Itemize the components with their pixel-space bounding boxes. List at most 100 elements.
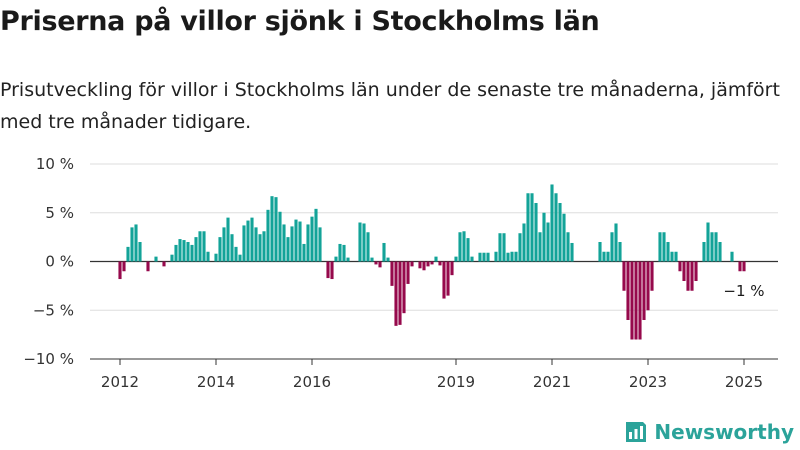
bar-2020-09 (534, 203, 538, 262)
bar-2020-05 (518, 233, 522, 262)
x-tick-label: 2016 (293, 373, 331, 391)
bar-2023-05 (662, 232, 666, 262)
y-tick-label: 5 % (45, 204, 74, 222)
bar-2019-12 (498, 233, 502, 262)
bar-2023-09 (678, 261, 682, 272)
bar-2019-07 (478, 252, 482, 262)
bar-2017-12 (402, 261, 406, 314)
bar-2017-01 (358, 222, 362, 262)
bar-2012-04 (130, 227, 134, 262)
bar-2024-03 (702, 242, 706, 262)
bar-2018-08 (434, 256, 438, 262)
bar-2018-10 (442, 261, 446, 299)
y-tick-label: 10 % (36, 155, 74, 173)
bar-2015-03 (270, 196, 274, 262)
bar-2023-06 (666, 242, 670, 262)
bar-2022-08 (626, 261, 630, 320)
bar-2014-11 (254, 227, 258, 262)
bar-2014-10 (250, 217, 254, 262)
bar-2017-10 (394, 261, 398, 326)
bar-2013-07 (190, 244, 194, 262)
bar-2022-05 (614, 223, 618, 262)
bar-2022-07 (622, 261, 626, 291)
bar-2020-11 (542, 212, 546, 262)
bar-2012-03 (126, 246, 130, 262)
bar-2022-12 (642, 261, 646, 320)
bar-2014-07 (238, 254, 242, 262)
bar-2013-09 (198, 231, 202, 262)
bar-2023-11 (686, 261, 690, 291)
bar-2014-12 (258, 234, 262, 262)
bar-2021-03 (558, 203, 562, 262)
bar-2013-06 (186, 242, 190, 262)
bar-2024-10 (730, 251, 734, 262)
x-tick-label: 2021 (533, 373, 571, 391)
bar-2016-02 (314, 208, 318, 262)
bar-2017-07 (382, 242, 386, 262)
chart-title: Priserna på villor sjönk i Stockholms lä… (0, 6, 600, 37)
bar-2014-03 (222, 227, 226, 262)
bar-2013-02 (170, 254, 174, 262)
bar-2014-05 (230, 234, 234, 262)
bar-2022-02 (602, 251, 606, 262)
bar-2018-07 (430, 261, 434, 265)
bar-2022-06 (618, 242, 622, 262)
bar-2024-12 (738, 261, 742, 272)
bar-2019-01 (454, 256, 458, 262)
bar-2012-10 (154, 256, 158, 262)
bar-2017-09 (390, 261, 394, 286)
x-tick-label: 2014 (197, 373, 235, 391)
bar-2023-01 (646, 261, 650, 311)
bar-2022-01 (598, 242, 602, 262)
bar-2021-05 (566, 232, 570, 262)
bar-2023-08 (674, 251, 678, 262)
bar-2017-05 (374, 261, 378, 265)
bar-2012-02 (122, 261, 126, 272)
bar-2012-12 (162, 261, 166, 267)
bar-2022-10 (634, 261, 638, 340)
bar-2019-08 (482, 252, 486, 262)
bar-2014-06 (234, 246, 238, 262)
newsworthy-logo-icon (626, 422, 647, 442)
bar-2015-04 (274, 197, 278, 262)
bar-2022-04 (610, 232, 614, 262)
bar-2012-06 (138, 242, 142, 262)
bar-2020-08 (530, 193, 534, 262)
bar-2017-03 (366, 232, 370, 262)
bar-2018-02 (410, 261, 414, 267)
bar-2015-05 (278, 211, 282, 262)
bar-2024-01 (694, 261, 698, 281)
last-value-label: −1 % (723, 282, 764, 300)
bar-2013-05 (182, 240, 186, 262)
x-tick-label: 2019 (437, 373, 475, 391)
bar-2020-10 (538, 232, 542, 262)
y-tick-label: −5 % (33, 301, 74, 319)
bar-2019-04 (466, 238, 470, 262)
bar-2020-07 (526, 193, 530, 262)
bar-2020-12 (546, 222, 550, 262)
chart-subtitle: Prisutveckling för villor i Stockholms l… (0, 79, 780, 133)
bar-2013-03 (174, 244, 178, 262)
bar-2014-08 (242, 225, 246, 262)
bar-2023-07 (670, 251, 674, 262)
bar-2016-05 (326, 261, 330, 279)
bar-2015-06 (282, 224, 286, 262)
bar-2015-09 (294, 219, 298, 262)
bar-2016-07 (334, 256, 338, 262)
bar-2012-05 (134, 224, 138, 262)
bar-2024-05 (710, 232, 714, 262)
bar-2017-02 (362, 223, 366, 262)
y-axis-labels: 10 % 5 % 0 % −5 % −10 % (23, 155, 74, 368)
bar-2014-09 (246, 220, 250, 262)
y-tick-label: −10 % (23, 350, 74, 368)
bar-2017-08 (386, 257, 390, 262)
bar-2013-04 (178, 239, 182, 262)
bar-2017-11 (398, 261, 402, 325)
bar-2012-01 (118, 261, 122, 280)
x-tick-label: 2025 (725, 373, 763, 391)
bar-2013-11 (206, 251, 210, 262)
bar-2023-02 (650, 261, 654, 291)
bar-2022-11 (638, 261, 642, 340)
bar-2021-06 (570, 242, 574, 262)
bar-2015-02 (266, 209, 270, 262)
